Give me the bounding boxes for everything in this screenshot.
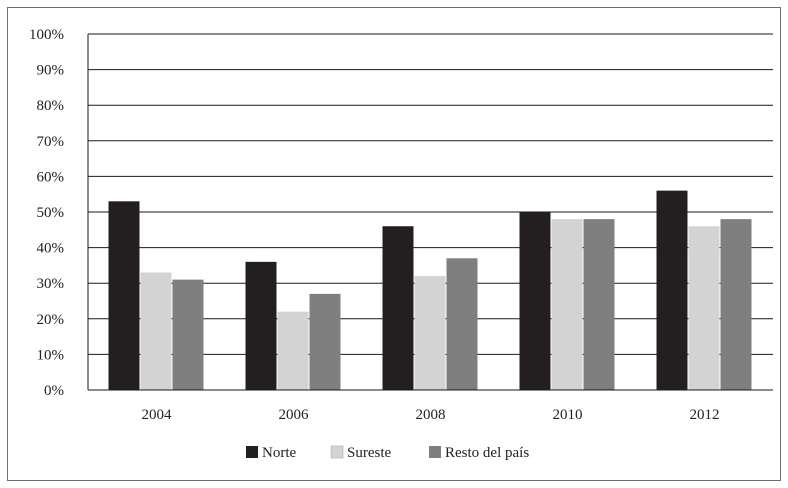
bar-chart: 0%10%20%30%40%50%60%70%80%90%100% 2004 20… <box>29 27 773 461</box>
legend-item: Resto del país <box>429 445 529 461</box>
bar-sureste-2012 <box>688 226 720 390</box>
chart-frame: 0% 10% 20% 30% 40% 50% 60% 70% 80% 90% 100% 2004 20… <box>7 7 781 481</box>
y-tick-label: 70% <box>37 134 65 150</box>
bar-resto-del-país-2012 <box>720 219 752 390</box>
y-tick-label: 100% <box>29 27 64 43</box>
y-tick-label: 10% <box>37 347 65 363</box>
y-axis-tick-labels: 0% 10% 20% 30% 40% 50% 60% 70% 80% 90% 100% <box>29 27 64 399</box>
legend-swatch <box>429 446 441 458</box>
bar-norte-2008 <box>382 226 414 390</box>
y-tick-label: 0% <box>44 383 64 399</box>
bar-norte-2010 <box>519 212 551 390</box>
bar-resto-del-país-2008 <box>446 258 478 390</box>
legend-label: Norte <box>262 445 296 461</box>
x-tick-label: 2012 <box>690 407 720 423</box>
legend-swatch <box>246 446 258 458</box>
legend-label: Resto del país <box>445 445 529 461</box>
bar-sureste-2008 <box>414 276 446 390</box>
axes <box>87 34 773 391</box>
bar-sureste-2004 <box>140 272 172 390</box>
legend-label: Sureste <box>347 445 392 461</box>
legend-item: Norte <box>246 445 296 461</box>
y-tick-label: 30% <box>37 276 65 292</box>
legend-swatch <box>330 445 344 459</box>
bars <box>108 190 752 390</box>
y-tick-label: 20% <box>37 312 65 328</box>
bar-resto-del-país-2010 <box>583 219 615 390</box>
bar-resto-del-país-2004 <box>172 279 204 390</box>
y-tick-label: 40% <box>37 241 65 257</box>
bar-resto-del-país-2006 <box>309 293 341 390</box>
x-tick-label: 2010 <box>553 407 583 423</box>
y-tick-label: 80% <box>37 98 65 114</box>
bar-norte-2012 <box>656 190 688 390</box>
x-axis-tick-labels: 2004 2006 2008 2010 2012 <box>142 407 720 423</box>
bar-sureste-2006 <box>277 311 309 390</box>
y-tick-label: 50% <box>37 205 65 221</box>
legend: Norte Sureste Resto del país <box>246 445 529 461</box>
bar-norte-2004 <box>108 201 140 390</box>
x-tick-label: 2008 <box>416 407 446 423</box>
x-tick-label: 2004 <box>142 407 173 423</box>
bar-sureste-2010 <box>551 219 583 390</box>
y-tick-label: 90% <box>37 63 65 79</box>
x-tick-label: 2006 <box>279 407 310 423</box>
legend-item: Sureste <box>330 445 392 461</box>
bar-norte-2006 <box>245 261 277 390</box>
y-tick-label: 60% <box>37 169 65 185</box>
